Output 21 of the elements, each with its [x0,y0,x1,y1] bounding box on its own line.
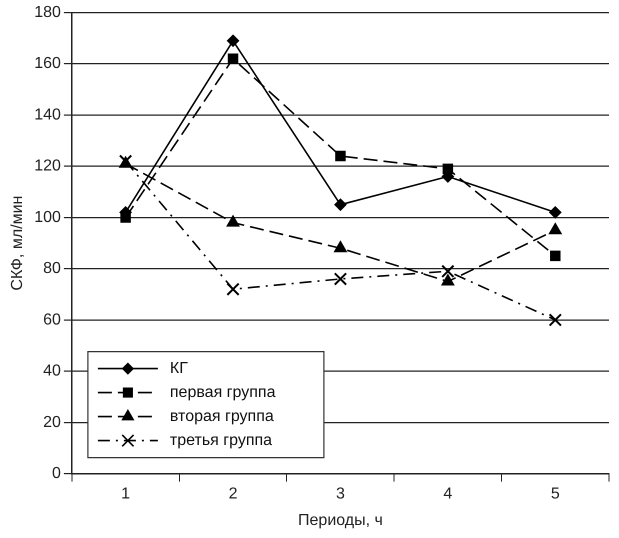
y-tick-label: 180 [34,4,61,22]
x-axis-title: Периоды, ч [298,512,383,529]
y-tick-label: 160 [34,55,61,72]
x-tick-label: 1 [121,486,130,503]
y-tick-label: 60 [43,311,61,328]
x-tick-label: 2 [228,486,238,503]
legend-label: КГ [170,360,188,378]
legend-label: третья группа [170,432,272,450]
x-tick-label: 5 [550,486,560,503]
y-tick-label: 100 [34,208,61,226]
y-tick-label: 0 [52,465,61,482]
y-tick-label: 40 [43,362,61,380]
x-tick-label: 3 [336,486,345,503]
y-tick-label: 20 [43,414,61,431]
legend-label: первая группа [170,384,276,402]
x-tick-label: 4 [443,486,452,503]
y-tick-label: 120 [34,158,61,175]
y-axis-title: СКФ, мл/мин [9,196,26,291]
y-tick-label: 80 [43,260,61,278]
y-tick-label: 140 [34,106,61,124]
legend-label: вторая группа [170,408,274,426]
